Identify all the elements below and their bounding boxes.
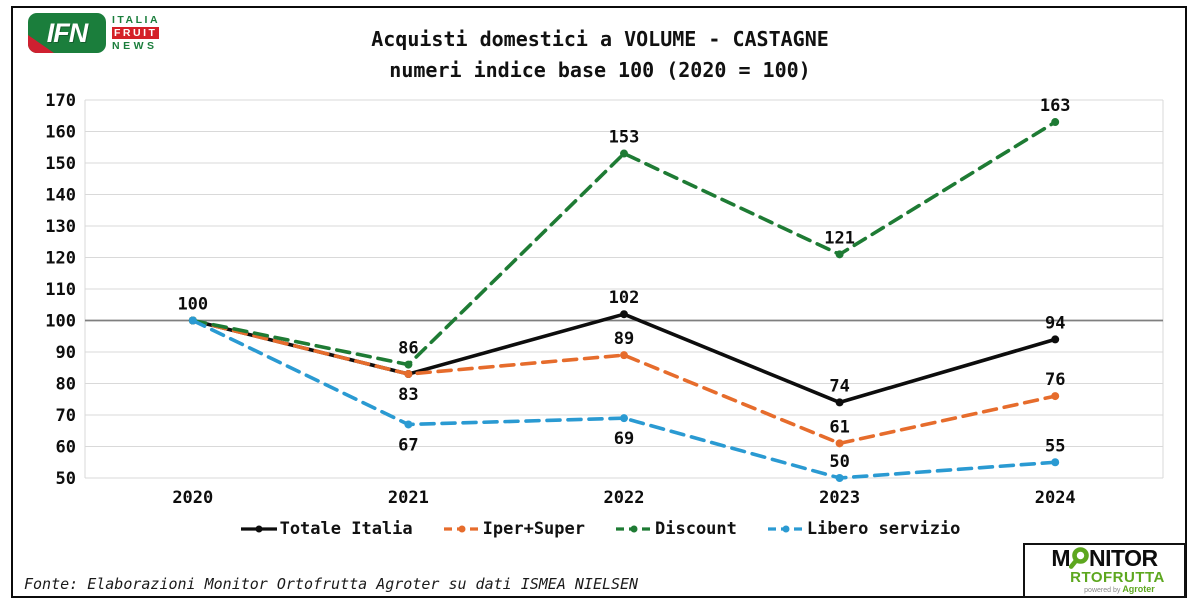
legend-label: Libero servizio [806, 519, 961, 539]
data-labels-discount: 86 153 121 163 [398, 96, 1070, 359]
svg-text:130: 130 [45, 217, 76, 237]
svg-text:50: 50 [829, 452, 849, 472]
legend-item-iper-super: Iper+Super [443, 519, 585, 539]
legend-marker-totale-italia [240, 525, 277, 533]
legend-item-totale-italia: Totale Italia [240, 519, 413, 539]
svg-text:69: 69 [614, 429, 634, 449]
svg-text:74: 74 [829, 376, 849, 396]
monitor-ortofrutta-logo: M NITOR RTOFRUTTA powered by Agroter [1023, 543, 1186, 598]
ifn-logo: IFN ITALIA FRUIT NEWS [28, 13, 160, 53]
svg-text:100: 100 [45, 312, 76, 332]
agroter-brand: Agroter [1122, 583, 1155, 594]
ifn-logo-badge: IFN [28, 13, 106, 53]
legend-marker-libero-servizio [767, 525, 804, 533]
legend-label: Totale Italia [279, 519, 413, 539]
legend-label: Discount [655, 519, 737, 539]
chart-title: Acquisti domestici a VOLUME - CASTAGNE [371, 27, 829, 51]
svg-text:120: 120 [45, 249, 76, 269]
svg-text:170: 170 [45, 91, 76, 111]
monitor-letters-nitor: NITOR [1089, 545, 1158, 571]
data-labels-iper-super: 89 61 76 [614, 329, 1066, 437]
svg-text:2023: 2023 [819, 488, 860, 508]
monitor-wordmark-line2: RTOFRUTTA [1070, 568, 1165, 586]
monitor-wordmark-line1: M NITOR [1051, 545, 1158, 571]
svg-text:153: 153 [609, 128, 640, 148]
svg-text:61: 61 [829, 417, 849, 437]
svg-text:150: 150 [45, 154, 76, 174]
series-libero-servizio [188, 316, 1060, 482]
svg-text:160: 160 [45, 123, 76, 143]
svg-text:110: 110 [45, 280, 76, 300]
svg-text:55: 55 [1045, 436, 1065, 456]
x-axis-labels: 2020 2021 2022 2023 2024 [172, 488, 1075, 508]
legend-marker-iper-super [443, 525, 480, 533]
svg-text:50: 50 [56, 469, 76, 489]
svg-text:163: 163 [1040, 96, 1071, 116]
monitor-powered-by: powered by Agroter [1084, 583, 1155, 594]
ifn-logo-fruit: FRUIT [112, 27, 160, 39]
ifn-logo-abbr: IFN [46, 17, 88, 48]
legend-item-libero-servizio: Libero servizio [767, 519, 961, 539]
svg-text:100: 100 [177, 295, 208, 315]
legend-item-discount: Discount [615, 519, 737, 539]
ifn-logo-wordmark: ITALIA FRUIT NEWS [112, 14, 160, 52]
svg-text:102: 102 [609, 288, 640, 308]
svg-text:140: 140 [45, 186, 76, 206]
y-axis-labels: 50 60 70 80 90 100 110 120 130 140 150 160 170 [45, 91, 76, 489]
ifn-logo-italia: ITALIA [112, 14, 161, 26]
svg-text:60: 60 [56, 438, 76, 458]
chart-subtitle: numeri indice base 100 (2020 = 100) [389, 58, 811, 82]
chart-legend: Totale Italia Iper+Super Discount Libero se… [0, 519, 1200, 539]
data-labels-libero-servizio: 67 69 50 55 [398, 429, 1065, 472]
chart-title-block: Acquisti domestici a VOLUME - CASTAGNE n… [0, 24, 1200, 86]
svg-text:2022: 2022 [604, 488, 645, 508]
svg-text:67: 67 [398, 435, 418, 455]
legend-label: Iper+Super [482, 519, 585, 539]
svg-text:90: 90 [56, 343, 76, 363]
data-labels-totale-italia: 100 83 102 74 94 [177, 288, 1065, 405]
svg-text:83: 83 [398, 385, 418, 405]
svg-text:121: 121 [824, 228, 855, 248]
svg-text:94: 94 [1045, 313, 1065, 333]
svg-text:2021: 2021 [388, 488, 429, 508]
svg-text:76: 76 [1045, 370, 1065, 390]
ifn-logo-red-wedge [28, 35, 54, 53]
svg-text:2020: 2020 [172, 488, 213, 508]
monitor-letter-m: M [1051, 545, 1071, 571]
source-note: Fonte: Elaborazioni Monitor Ortofrutta A… [24, 575, 639, 593]
ifn-logo-news: NEWS [112, 40, 158, 52]
legend-marker-discount [616, 525, 652, 533]
svg-text:80: 80 [56, 375, 76, 395]
svg-text:86: 86 [398, 339, 418, 359]
svg-text:2024: 2024 [1035, 488, 1076, 508]
magnifier-icon [1069, 546, 1089, 569]
svg-text:89: 89 [614, 329, 634, 349]
series-discount [188, 118, 1060, 369]
svg-text:70: 70 [56, 406, 76, 426]
